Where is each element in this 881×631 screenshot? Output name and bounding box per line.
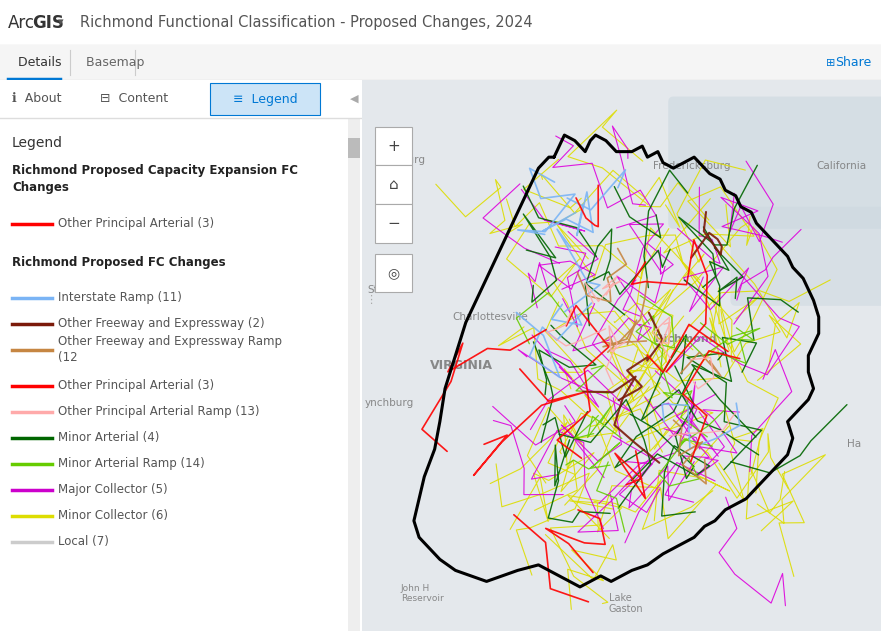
Bar (348, 138, 360, 158)
Text: California: California (816, 161, 866, 171)
Text: ◀: ◀ (350, 94, 358, 104)
Text: ≡  Legend: ≡ Legend (233, 93, 297, 105)
Text: +: + (388, 139, 400, 153)
FancyBboxPatch shape (375, 165, 412, 204)
Text: Basemap: Basemap (78, 56, 144, 69)
Text: Other Principal Arterial (3): Other Principal Arterial (3) (58, 218, 214, 230)
Text: Richmond Proposed Capacity Expansion FC
Changes: Richmond Proposed Capacity Expansion FC … (12, 164, 298, 194)
Text: Other Principal Arterial (3): Other Principal Arterial (3) (58, 379, 214, 392)
Text: Interstate Ramp (11): Interstate Ramp (11) (58, 292, 181, 305)
Text: Richmond Functional Classification - Proposed Changes, 2024: Richmond Functional Classification - Pro… (80, 15, 533, 30)
Text: Other Principal Arterial Ramp (13): Other Principal Arterial Ramp (13) (58, 406, 260, 418)
FancyBboxPatch shape (730, 207, 881, 306)
Text: Legend: Legend (12, 136, 63, 150)
Text: −: − (388, 216, 400, 231)
Text: Other Freeway and Expressway Ramp
(12: Other Freeway and Expressway Ramp (12 (58, 336, 282, 365)
Text: Local (7): Local (7) (58, 536, 109, 548)
Text: ⊞: ⊞ (826, 57, 835, 68)
Text: Share: Share (835, 56, 871, 69)
Text: Minor Collector (6): Minor Collector (6) (58, 509, 168, 522)
Text: risonburg: risonburg (375, 155, 425, 165)
Text: Minor Arterial (4): Minor Arterial (4) (58, 432, 159, 444)
Text: ⋮: ⋮ (365, 295, 375, 305)
Text: Richmond Proposed FC Changes: Richmond Proposed FC Changes (12, 256, 226, 269)
Text: Richmond: Richmond (655, 334, 717, 345)
Text: VIRGINIA: VIRGINIA (429, 359, 492, 372)
FancyBboxPatch shape (375, 204, 412, 242)
Bar (0, 80, 362, 118)
Text: Minor Arterial Ramp (14): Minor Arterial Ramp (14) (58, 457, 204, 471)
Text: Lake
Gaston: Lake Gaston (609, 593, 643, 615)
FancyBboxPatch shape (375, 254, 412, 292)
Text: Other Freeway and Expressway (2): Other Freeway and Expressway (2) (58, 317, 264, 331)
Text: Ha: Ha (848, 439, 862, 449)
Text: Arc: Arc (8, 13, 35, 32)
Bar (210, 83, 320, 115)
FancyBboxPatch shape (375, 127, 412, 165)
Text: ℹ  About: ℹ About (12, 93, 62, 105)
Text: ⊟  Content: ⊟ Content (100, 93, 168, 105)
Text: ynchburg: ynchburg (365, 398, 414, 408)
Text: Fredericksburg: Fredericksburg (653, 161, 730, 171)
Text: Details: Details (10, 56, 62, 69)
Text: Major Collector (5): Major Collector (5) (58, 483, 167, 497)
Bar (348, 118, 360, 631)
Text: John H
Reservoir: John H Reservoir (401, 584, 444, 603)
Text: GIS: GIS (32, 13, 64, 32)
FancyBboxPatch shape (668, 97, 881, 229)
Text: Charlottesville: Charlottesville (453, 312, 529, 322)
Text: ▾: ▾ (58, 18, 63, 28)
Text: ⌂: ⌂ (389, 177, 398, 192)
Text: St: St (367, 285, 378, 295)
Text: ◎: ◎ (388, 266, 400, 280)
